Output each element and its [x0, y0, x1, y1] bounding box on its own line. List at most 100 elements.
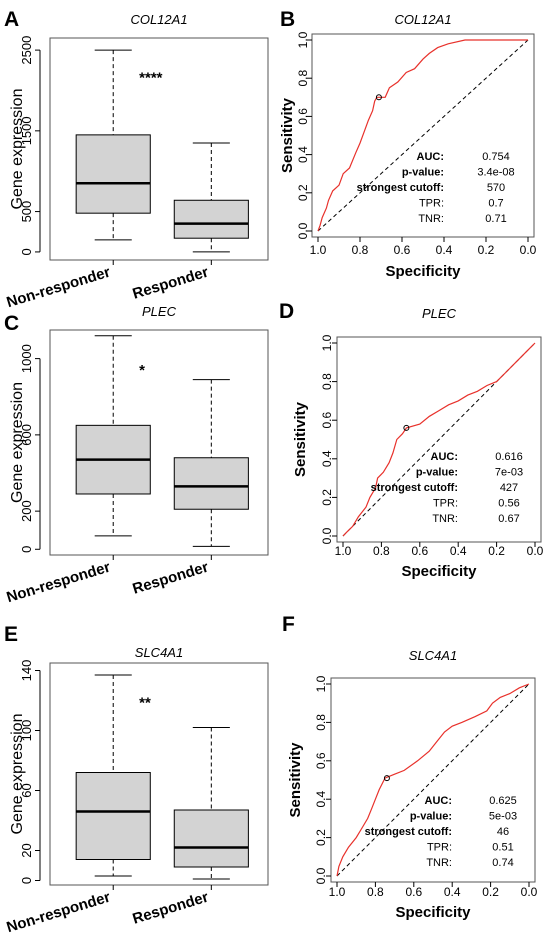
stat-value: 0.51 [492, 842, 513, 854]
panel-title: PLEC [422, 306, 457, 321]
x-category-label: Non-responder [5, 264, 113, 312]
y-tick-label: 0.0 [320, 527, 334, 544]
significance-stars: **** [139, 69, 163, 86]
x-tick-label: 0.4 [444, 885, 461, 899]
panel-letter: B [280, 8, 295, 31]
stat-value: 427 [500, 482, 518, 494]
panel-title: PLEC [142, 304, 177, 319]
y-tick-label: 500 [19, 201, 34, 223]
y-tick-label: 0 [19, 248, 34, 255]
stat-label: AUC: [425, 795, 453, 807]
boxplot-panel-E: E SLC4A1 0 20 60 100 140 Gene expression Non-res… [4, 623, 269, 937]
y-axis-label: Sensitivity [292, 401, 309, 477]
roc-curve [317, 39, 528, 232]
x-tick-label: 0.8 [367, 885, 384, 899]
x-tick-label: 0.0 [521, 885, 538, 899]
y-tick-label: 1.0 [296, 31, 310, 48]
y-tick-label: 0.6 [320, 412, 334, 429]
y-tick-label: 2500 [19, 36, 34, 65]
diagonal-reference-line [336, 683, 530, 877]
stat-value: 0.74 [492, 857, 513, 869]
y-axis-label: Sensitivity [279, 97, 296, 173]
cutoff-point [375, 94, 382, 101]
stat-value: 0.56 [498, 498, 519, 510]
panel-letter: F [282, 613, 295, 636]
roc-panel-D: D PLEC 0.0 0.2 0.4 0.6 0.8 1.0 1.0 0.8 0.6 0.4 0.2 0.… [279, 300, 544, 580]
box-responder [173, 457, 249, 510]
plot-frame [49, 662, 269, 886]
y-tick-label: 200 [19, 500, 34, 522]
y-tick-label: 20 [19, 843, 34, 857]
x-category-label: Non-responder [5, 559, 113, 607]
cutoff-point [383, 775, 390, 782]
cutoff-point [403, 424, 410, 431]
stat-label: p-value: [402, 167, 444, 179]
x-category-label: Responder [131, 559, 211, 598]
y-tick-label: 100 [19, 720, 34, 742]
stat-label: TNR: [418, 213, 444, 225]
y-tick-label: 0.4 [296, 146, 310, 163]
roc-panel-F: F SLC4A1 0.0 0.2 0.4 0.6 0.8 1.0 1.0 0.8 0.6 0.4 0.2… [282, 613, 538, 921]
y-tick-label: 0 [19, 546, 34, 553]
panel-title: COL12A1 [394, 12, 451, 27]
y-tick-label: 0.0 [314, 867, 328, 884]
y-tick-label: 0.8 [320, 373, 334, 390]
x-category-label: Non-responder [5, 889, 113, 937]
stat-label: p-value: [410, 811, 452, 823]
stat-value: 5e-03 [489, 811, 517, 823]
x-axis-label: Specificity [385, 263, 461, 280]
x-tick-label: 0.2 [488, 544, 505, 558]
panel-letter: C [4, 312, 19, 335]
stat-label: TNR: [426, 857, 452, 869]
x-tick-label: 0.6 [405, 885, 422, 899]
y-tick-label: 0.6 [296, 108, 310, 125]
diagonal-reference-line [317, 39, 529, 232]
plot-frame [330, 677, 536, 883]
stat-value: 0.616 [495, 451, 523, 463]
roc-curve [342, 342, 536, 537]
x-tick-label: 0.4 [436, 243, 453, 257]
roc-panel-B: B COL12A1 0.0 0.2 0.4 0.6 0.8 1.0 1.0 0.8 0.6 0.4 0.… [279, 8, 537, 280]
y-axis-label: Gene expression [9, 714, 26, 835]
stat-value: 0.71 [485, 213, 506, 225]
x-tick-label: 0.4 [450, 544, 467, 558]
y-tick-label: 1.0 [320, 334, 334, 351]
stat-value: 570 [487, 182, 505, 194]
roc-curve [336, 683, 530, 877]
x-tick-label: 0.6 [411, 544, 428, 558]
y-tick-label: 1500 [19, 116, 34, 145]
y-tick-label: 0.2 [314, 829, 328, 846]
y-tick-label: 1000 [19, 344, 34, 373]
y-tick-label: 0.2 [296, 184, 310, 201]
stat-label: strongest cutoff: [371, 482, 458, 494]
stat-label: p-value: [416, 467, 458, 479]
x-category-label: Responder [131, 889, 211, 928]
x-tick-label: 0.2 [482, 885, 499, 899]
box-responder [173, 199, 249, 239]
y-tick-label: 140 [19, 660, 34, 682]
panel-letter: A [4, 8, 19, 31]
y-tick-label: 1.0 [314, 675, 328, 692]
y-tick-label: 0.4 [314, 791, 328, 808]
x-tick-label: 0.8 [373, 544, 390, 558]
stat-label: strongest cutoff: [357, 182, 444, 194]
x-tick-label: 1.0 [335, 544, 352, 558]
x-tick-label: 0.2 [478, 243, 495, 257]
plot-frame [49, 329, 269, 556]
x-tick-label: 1.0 [329, 885, 346, 899]
y-axis-label: Sensitivity [287, 742, 304, 818]
y-tick-label: 0 [19, 877, 34, 884]
panel-title: COL12A1 [130, 12, 187, 27]
stat-value: 0.7 [488, 198, 503, 210]
y-axis-label: Gene expression [9, 89, 26, 210]
stat-label: TPR: [433, 498, 458, 510]
stat-value: 7e-03 [495, 467, 523, 479]
y-tick-label: 0.8 [314, 714, 328, 731]
y-tick-label: 0.4 [320, 450, 334, 467]
stat-value: 0.754 [482, 151, 510, 163]
boxplot-panel-A: A COL12A1 0 500 1500 2500 Gene expression Non-r… [4, 8, 269, 312]
box-non-responder [75, 134, 151, 214]
y-tick-label: 60 [19, 783, 34, 797]
x-axis-label: Specificity [401, 563, 477, 580]
